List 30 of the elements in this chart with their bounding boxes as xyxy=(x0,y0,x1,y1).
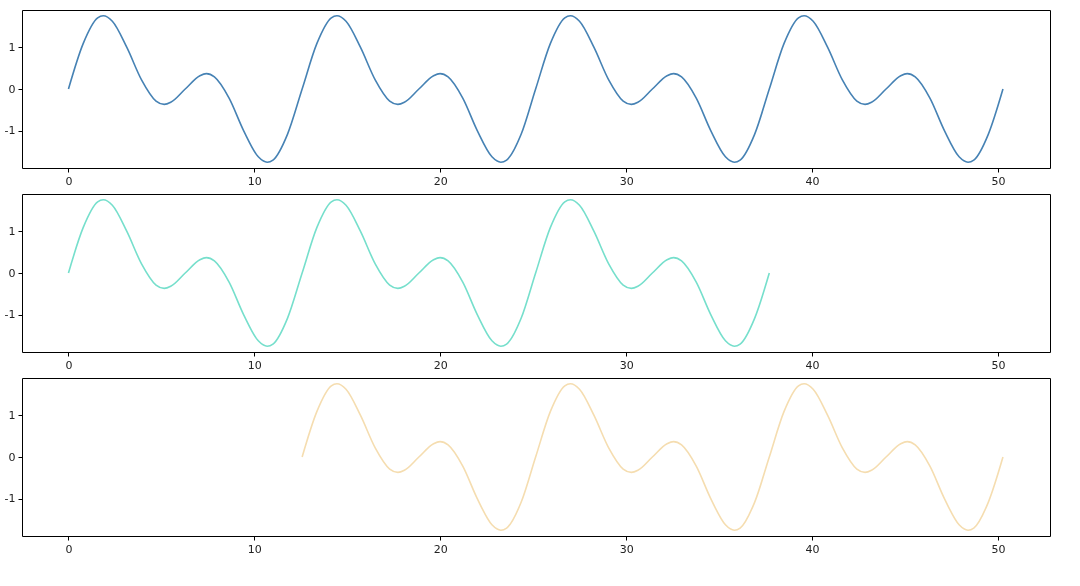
y-tick-label: -1 xyxy=(4,492,16,506)
x-tick-label: 30 xyxy=(619,174,634,188)
x-tick-label: 20 xyxy=(433,358,448,372)
x-tick-label: 40 xyxy=(805,542,820,556)
x-tick-label: 50 xyxy=(991,174,1006,188)
x-tick-label: 40 xyxy=(805,358,820,372)
x-tick-label: 50 xyxy=(991,542,1006,556)
y-tick-label: 0 xyxy=(8,450,16,464)
line-series xyxy=(301,383,1004,531)
x-tick-label: 0 xyxy=(65,358,73,372)
y-tick-label: 1 xyxy=(8,224,16,238)
x-tick-label: 0 xyxy=(65,542,73,556)
x-tick-label: 30 xyxy=(619,542,634,556)
x-tick-label: 30 xyxy=(619,358,634,372)
y-tick-label: -1 xyxy=(4,308,16,322)
x-tick-label: 20 xyxy=(433,174,448,188)
y-tick-label: 1 xyxy=(8,40,16,54)
x-tick-label: 0 xyxy=(65,174,73,188)
x-tick-label: 40 xyxy=(805,174,820,188)
y-tick-label: 1 xyxy=(8,408,16,422)
line-series xyxy=(67,15,1004,163)
line-series xyxy=(67,199,771,347)
x-tick-label: 10 xyxy=(247,174,262,188)
x-tick-label: 50 xyxy=(991,358,1006,372)
y-tick-label: 0 xyxy=(8,82,16,96)
x-tick-label: 20 xyxy=(433,542,448,556)
x-tick-label: 10 xyxy=(247,358,262,372)
x-tick-label: 10 xyxy=(247,542,262,556)
y-tick-label: 0 xyxy=(8,266,16,280)
y-tick-label: -1 xyxy=(4,124,16,138)
